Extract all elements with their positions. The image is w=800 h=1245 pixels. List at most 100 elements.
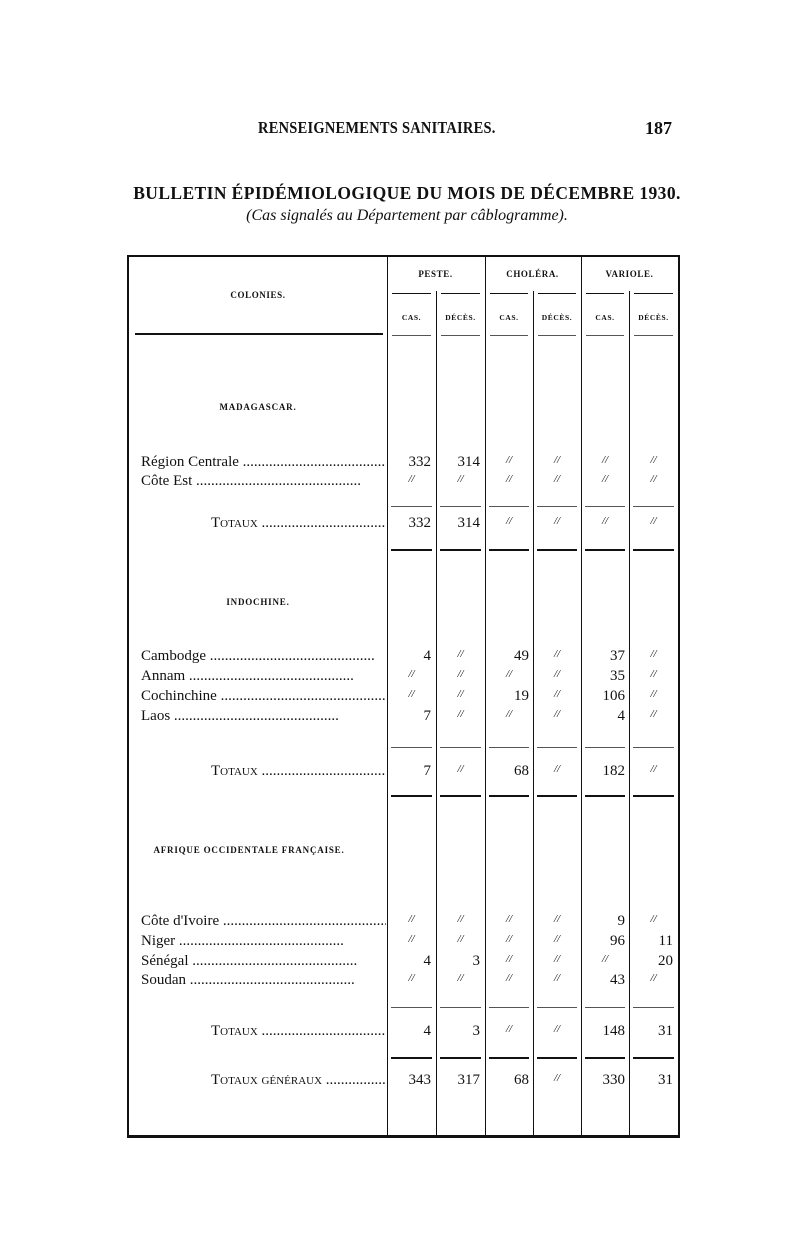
total-rule [633, 747, 674, 748]
value-cell: // [505, 1023, 513, 1035]
total-rule [440, 747, 481, 748]
value-cell: 314 [457, 454, 481, 470]
header-variole: VARIOLE. [605, 269, 654, 279]
total-rule [489, 747, 529, 748]
table-row: Sénégal 4 3 // // // 20 [129, 953, 678, 973]
row-label: Côte d'Ivoire [141, 913, 386, 930]
value-cell: 332 [408, 454, 432, 470]
value-cell: // [505, 913, 513, 925]
row-label: Cochinchine [141, 688, 386, 705]
value-cell: 4 [423, 953, 432, 969]
column-rule [581, 257, 582, 1135]
subheader-cas: CAS. [595, 313, 615, 322]
row-label: Sénégal [141, 953, 386, 970]
total-row: Totaux 4 3 // // 148 31 [129, 1023, 678, 1043]
total-rule [391, 795, 432, 797]
brace-rule [490, 293, 528, 294]
value-cell: // [650, 763, 657, 775]
total-rule [391, 549, 432, 551]
column-rule [485, 257, 486, 1135]
total-rule [633, 1057, 674, 1059]
table-row: Cochinchine // // 19 // 106 // [129, 688, 678, 708]
subheader-rule [392, 335, 431, 336]
value-cell: 96 [610, 933, 625, 949]
row-label: Laos [141, 708, 386, 725]
value-cell: 37 [610, 648, 625, 664]
value-cell: // [457, 913, 464, 925]
total-rule [537, 1057, 577, 1059]
subheader-cas: CAS. [401, 313, 422, 322]
value-cell: // [408, 688, 415, 700]
total-rule [440, 795, 481, 797]
total-rule [391, 506, 432, 507]
page-number: 187 [645, 118, 672, 138]
row-label: Région Centrale [141, 454, 386, 471]
value-cell: 20 [658, 953, 673, 969]
subheader-rule [586, 335, 624, 336]
value-cell: // [408, 972, 415, 984]
value-cell: 7 [423, 763, 432, 779]
total-rule [585, 795, 625, 797]
value-cell: 35 [610, 668, 625, 684]
value-cell: // [650, 688, 657, 700]
value-cell: // [553, 668, 561, 680]
value-cell: 31 [658, 1072, 673, 1088]
value-cell: // [650, 972, 657, 984]
value-cell: // [553, 454, 561, 466]
value-cell: // [457, 763, 464, 775]
total-row: Totaux 7 // 68 // 182 // [129, 763, 678, 783]
total-rule [489, 549, 529, 551]
page-title: BULLETIN ÉPIDÉMIOLOGIQUE DU MOIS DE DÉCE… [133, 183, 681, 203]
subheader-deces: DÉCÈS. [541, 313, 573, 322]
value-cell: 49 [514, 648, 529, 664]
value-cell: 3 [472, 953, 481, 969]
value-cell: // [505, 933, 513, 945]
brace-rule [634, 293, 673, 294]
row-label: Côte Est [141, 473, 386, 490]
total-rule [585, 1007, 625, 1008]
column-rule [533, 291, 534, 1135]
total-rule [537, 549, 577, 551]
column-rule [629, 291, 630, 1135]
value-cell: // [650, 708, 657, 720]
row-label: Totaux [211, 1023, 386, 1040]
value-cell: // [553, 972, 561, 984]
value-cell: // [505, 473, 513, 485]
value-cell: // [601, 953, 609, 965]
subheader-rule [634, 335, 673, 336]
total-rule [440, 1057, 481, 1059]
row-label: Totaux [211, 763, 386, 780]
table-row: Annam // // // // 35 // [129, 668, 678, 688]
value-cell: // [553, 688, 561, 700]
row-label: Totaux [211, 515, 386, 532]
value-cell: // [650, 454, 657, 466]
subtitle: (Cas signalés au Département par câblogr… [246, 207, 568, 224]
value-cell: 182 [602, 763, 626, 779]
value-cell: // [408, 668, 415, 680]
value-cell: // [505, 454, 513, 466]
value-cell: // [601, 454, 609, 466]
section-heading: MADAGASCAR. [219, 402, 297, 412]
total-rule [537, 795, 577, 797]
total-rule [391, 747, 432, 748]
value-cell: // [457, 473, 464, 485]
value-cell: // [553, 953, 561, 965]
value-cell: // [505, 953, 513, 965]
value-cell: // [505, 515, 513, 527]
running-head: RENSEIGNEMENTS SANITAIRES. [258, 118, 496, 137]
value-cell: // [457, 668, 464, 680]
value-cell: 317 [457, 1072, 481, 1088]
value-cell: 106 [602, 688, 626, 704]
table-row: Région Centrale 332 314 // // // // [129, 454, 678, 474]
value-cell: // [408, 473, 415, 485]
value-cell: // [457, 708, 464, 720]
header-colonies: COLONIES. [230, 290, 286, 300]
value-cell: // [553, 708, 561, 720]
value-cell: 332 [408, 515, 432, 531]
total-rule [585, 1057, 625, 1059]
total-rule [440, 1007, 481, 1008]
row-label: Soudan [141, 972, 386, 989]
value-cell: 43 [610, 972, 625, 988]
value-cell: // [650, 473, 657, 485]
value-cell: 11 [658, 933, 673, 949]
